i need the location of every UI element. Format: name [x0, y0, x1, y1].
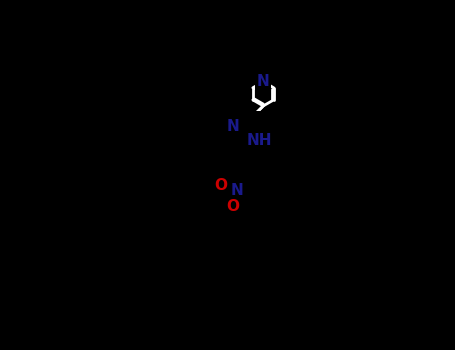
- Text: NH: NH: [246, 133, 272, 148]
- Text: N: N: [227, 119, 239, 134]
- Text: O: O: [215, 178, 228, 193]
- Text: O: O: [226, 199, 239, 214]
- Text: N: N: [257, 74, 270, 89]
- Text: N: N: [231, 183, 243, 198]
